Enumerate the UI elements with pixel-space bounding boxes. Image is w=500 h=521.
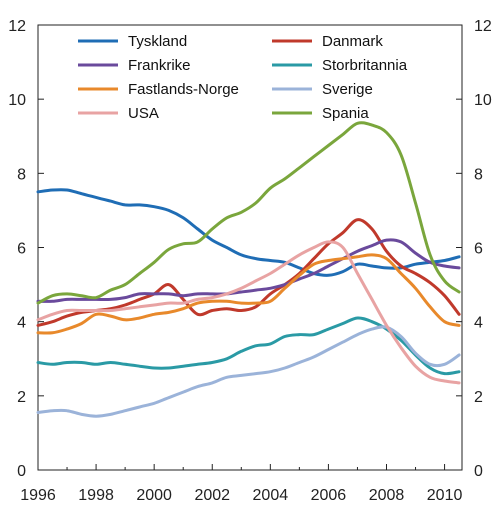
legend-label-frankrike: Frankrike	[128, 57, 191, 74]
x-tick-label: 2010	[427, 487, 463, 504]
series-lines	[36, 121, 461, 418]
series-line-fastlands-norge	[36, 253, 461, 335]
x-tick-label: 1996	[20, 487, 56, 504]
y-tick-label-right: 8	[474, 166, 483, 183]
y-tick-label-right: 6	[474, 241, 483, 258]
legend-label-storbritannia: Storbritannia	[322, 57, 408, 74]
y-tick-label-left: 4	[17, 315, 26, 332]
y-tick-label-left: 0	[17, 463, 26, 480]
legend: Tyskland Danmark Frankrike Storbritannia Fas…	[78, 33, 408, 122]
x-tick-label: 2004	[253, 487, 289, 504]
legend-label-sverige: Sverige	[322, 81, 373, 98]
y-tick-label-left: 12	[8, 18, 26, 35]
series-line-tyskland	[36, 188, 461, 277]
y-tick-label-right: 4	[474, 315, 483, 332]
series-line-usa	[36, 240, 461, 385]
legend-label-usa: USA	[128, 105, 159, 122]
series-line-danmark	[36, 218, 461, 327]
y-tick-label-left: 10	[8, 92, 26, 109]
legend-label-spania: Spania	[322, 105, 369, 122]
series-line-frankrike	[36, 238, 461, 303]
y-tick-label-right: 2	[474, 389, 483, 406]
series-line-storbritannia	[36, 316, 461, 376]
y-tick-label-right: 10	[474, 92, 492, 109]
axes: 0 0 2 2 4 4 6 6 8 8 10 10 12 12 1996 1998 2000 2002 2004 20…	[8, 18, 492, 504]
y-tick-label-left: 2	[17, 389, 26, 406]
y-tick-label-right: 0	[474, 463, 483, 480]
x-tick-label: 2008	[369, 487, 405, 504]
y-tick-label-left: 8	[17, 166, 26, 183]
plot-frame	[37, 24, 463, 471]
legend-label-fastlands-norge: Fastlands-Norge	[128, 81, 239, 98]
series-line-spania	[36, 121, 461, 305]
y-tick-label-right: 12	[474, 18, 492, 35]
x-tick-label: 2006	[311, 487, 347, 504]
x-tick-label: 2002	[194, 487, 230, 504]
legend-label-danmark: Danmark	[322, 33, 383, 50]
y-tick-label-left: 6	[17, 241, 26, 258]
x-tick-label: 1998	[78, 487, 114, 504]
legend-label-tyskland: Tyskland	[128, 33, 187, 50]
x-tick-label: 2000	[136, 487, 172, 504]
